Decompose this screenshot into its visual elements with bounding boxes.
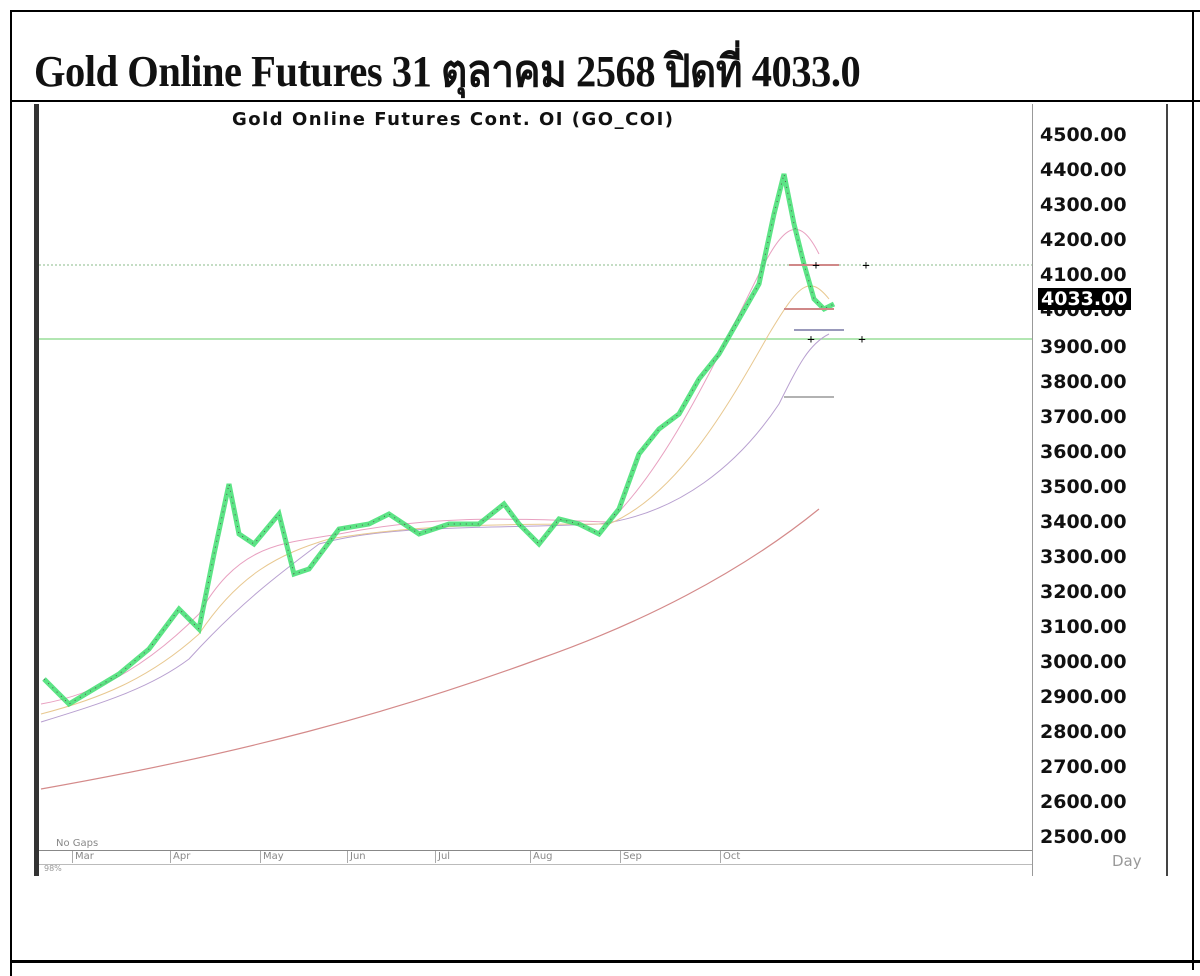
- y-tick: 2900.00: [1040, 686, 1127, 708]
- chart-title: Gold Online Futures Cont. OI (GO_COI): [232, 109, 675, 130]
- svg-text:+: +: [862, 259, 870, 274]
- chart-area: [34, 104, 1168, 876]
- x-tick: Oct: [720, 851, 740, 863]
- y-tick: 4500.00: [1040, 124, 1127, 146]
- y-tick: 3000.00: [1040, 651, 1127, 673]
- x-axis-band: [39, 850, 1032, 865]
- y-tick: 3800.00: [1040, 371, 1127, 393]
- ma-long: [40, 508, 820, 790]
- candles-up: [42, 173, 836, 708]
- y-tick: 4200.00: [1040, 229, 1127, 251]
- y-tick: 3300.00: [1040, 546, 1127, 568]
- y-tick: 4400.00: [1040, 159, 1127, 181]
- y-axis-separator: [1032, 104, 1033, 876]
- x-tick: Sep: [620, 851, 642, 863]
- y-tick: 2600.00: [1040, 791, 1127, 813]
- y-tick: 4300.00: [1040, 194, 1127, 216]
- y-tick: 3400.00: [1040, 511, 1127, 533]
- document-frame: [10, 10, 1200, 976]
- chart-left-scrollbar: [34, 104, 39, 876]
- no-gaps-label: No Gaps: [56, 838, 99, 849]
- x-tick: Apr: [170, 851, 190, 863]
- page-title: Gold Online Futures 31 ตุลาคม 2568 ปิดที…: [34, 47, 861, 96]
- right-border: [1192, 10, 1194, 970]
- y-tick: 3600.00: [1040, 441, 1127, 463]
- percent-label: 98%: [44, 864, 62, 873]
- y-tick: 2500.00: [1040, 826, 1127, 848]
- x-tick: May: [260, 851, 284, 863]
- x-tick: Mar: [72, 851, 94, 863]
- title-divider: [10, 100, 1200, 102]
- y-tick: 2800.00: [1040, 721, 1127, 743]
- chart-right-border: [1166, 104, 1168, 876]
- x-axis-label: Day: [1112, 852, 1142, 870]
- svg-text:+: +: [812, 259, 820, 274]
- price-plot: + + + +: [39, 173, 1032, 790]
- svg-text:+: +: [807, 333, 815, 348]
- y-tick: 3700.00: [1040, 406, 1127, 428]
- y-tick: 3100.00: [1040, 616, 1127, 638]
- x-tick: Jul: [435, 851, 450, 863]
- y-tick: 3200.00: [1040, 581, 1127, 603]
- last-price-badge: 4033.00: [1038, 288, 1131, 310]
- x-tick: Jun: [347, 851, 366, 863]
- x-tick: Aug: [530, 851, 553, 863]
- y-tick: 3500.00: [1040, 476, 1127, 498]
- svg-text:+: +: [858, 333, 866, 348]
- y-tick: 2700.00: [1040, 756, 1127, 778]
- candles-wicks: [43, 173, 835, 705]
- bottom-divider: [10, 960, 1200, 963]
- y-tick: 4100.00: [1040, 264, 1127, 286]
- y-tick: 3900.00: [1040, 336, 1127, 358]
